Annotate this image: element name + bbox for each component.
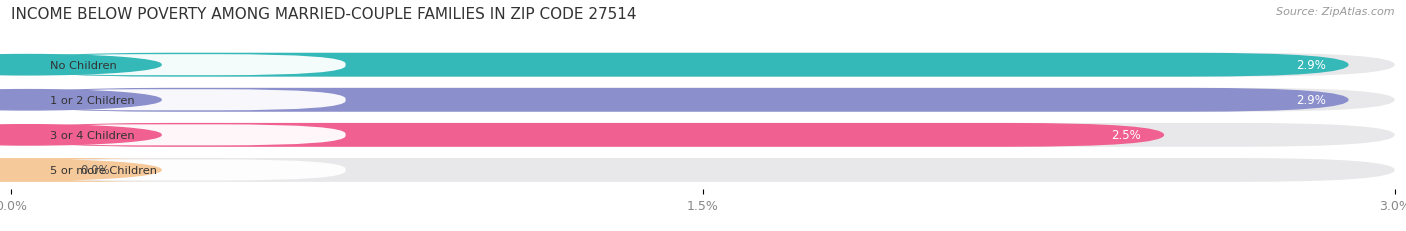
Circle shape — [0, 125, 162, 145]
FancyBboxPatch shape — [11, 88, 1395, 112]
FancyBboxPatch shape — [0, 158, 169, 182]
FancyBboxPatch shape — [11, 158, 1395, 182]
Text: 2.5%: 2.5% — [1111, 129, 1142, 142]
FancyBboxPatch shape — [14, 160, 346, 181]
Text: INCOME BELOW POVERTY AMONG MARRIED-COUPLE FAMILIES IN ZIP CODE 27514: INCOME BELOW POVERTY AMONG MARRIED-COUPL… — [11, 7, 637, 22]
FancyBboxPatch shape — [11, 54, 1348, 77]
FancyBboxPatch shape — [11, 88, 1348, 112]
FancyBboxPatch shape — [11, 123, 1164, 147]
Text: 2.9%: 2.9% — [1296, 94, 1326, 107]
FancyBboxPatch shape — [11, 123, 1395, 147]
Text: No Children: No Children — [51, 61, 117, 70]
FancyBboxPatch shape — [14, 90, 346, 111]
Text: 3 or 4 Children: 3 or 4 Children — [51, 130, 135, 140]
Text: 2.9%: 2.9% — [1296, 59, 1326, 72]
FancyBboxPatch shape — [14, 55, 346, 76]
FancyBboxPatch shape — [14, 125, 346, 146]
FancyBboxPatch shape — [11, 54, 1395, 77]
Circle shape — [0, 90, 162, 110]
Circle shape — [0, 160, 162, 180]
Text: 1 or 2 Children: 1 or 2 Children — [51, 95, 135, 105]
Text: Source: ZipAtlas.com: Source: ZipAtlas.com — [1277, 7, 1395, 17]
Text: 5 or more Children: 5 or more Children — [51, 165, 157, 175]
Circle shape — [0, 55, 162, 76]
Text: 0.0%: 0.0% — [80, 164, 110, 177]
